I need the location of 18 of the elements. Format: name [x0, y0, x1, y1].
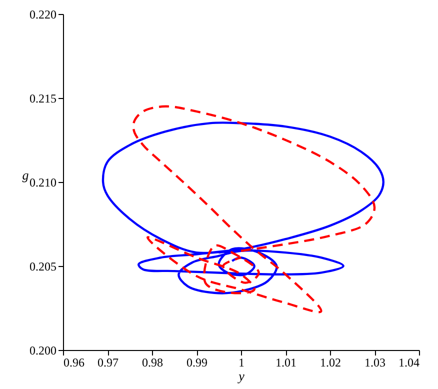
y-tick-label: 0.215 — [30, 92, 56, 106]
line-series — [133, 105, 376, 312]
x-tick-label: 1.03 — [364, 356, 386, 370]
x-tick-label: 0.99 — [186, 356, 208, 370]
x-tick-label: 1.04 — [398, 356, 420, 370]
y-tick-label: 0.200 — [30, 344, 56, 358]
y-tick-label: 0.205 — [30, 260, 56, 274]
x-tick-label: 1 — [238, 356, 244, 370]
y-tick-label: 0.210 — [30, 176, 56, 190]
x-tick-label: 0.97 — [98, 356, 118, 370]
x-tick-label: 0.96 — [64, 356, 84, 370]
x-axis-title: y — [236, 368, 245, 384]
y-tick-label: 0.220 — [30, 8, 56, 22]
y-axis-title: g — [22, 168, 30, 182]
x-tick-label: 1.02 — [320, 356, 341, 370]
line-series — [102, 122, 384, 294]
x-tick-label: 0.98 — [142, 356, 163, 370]
x-tick-label: 1.01 — [276, 356, 296, 370]
